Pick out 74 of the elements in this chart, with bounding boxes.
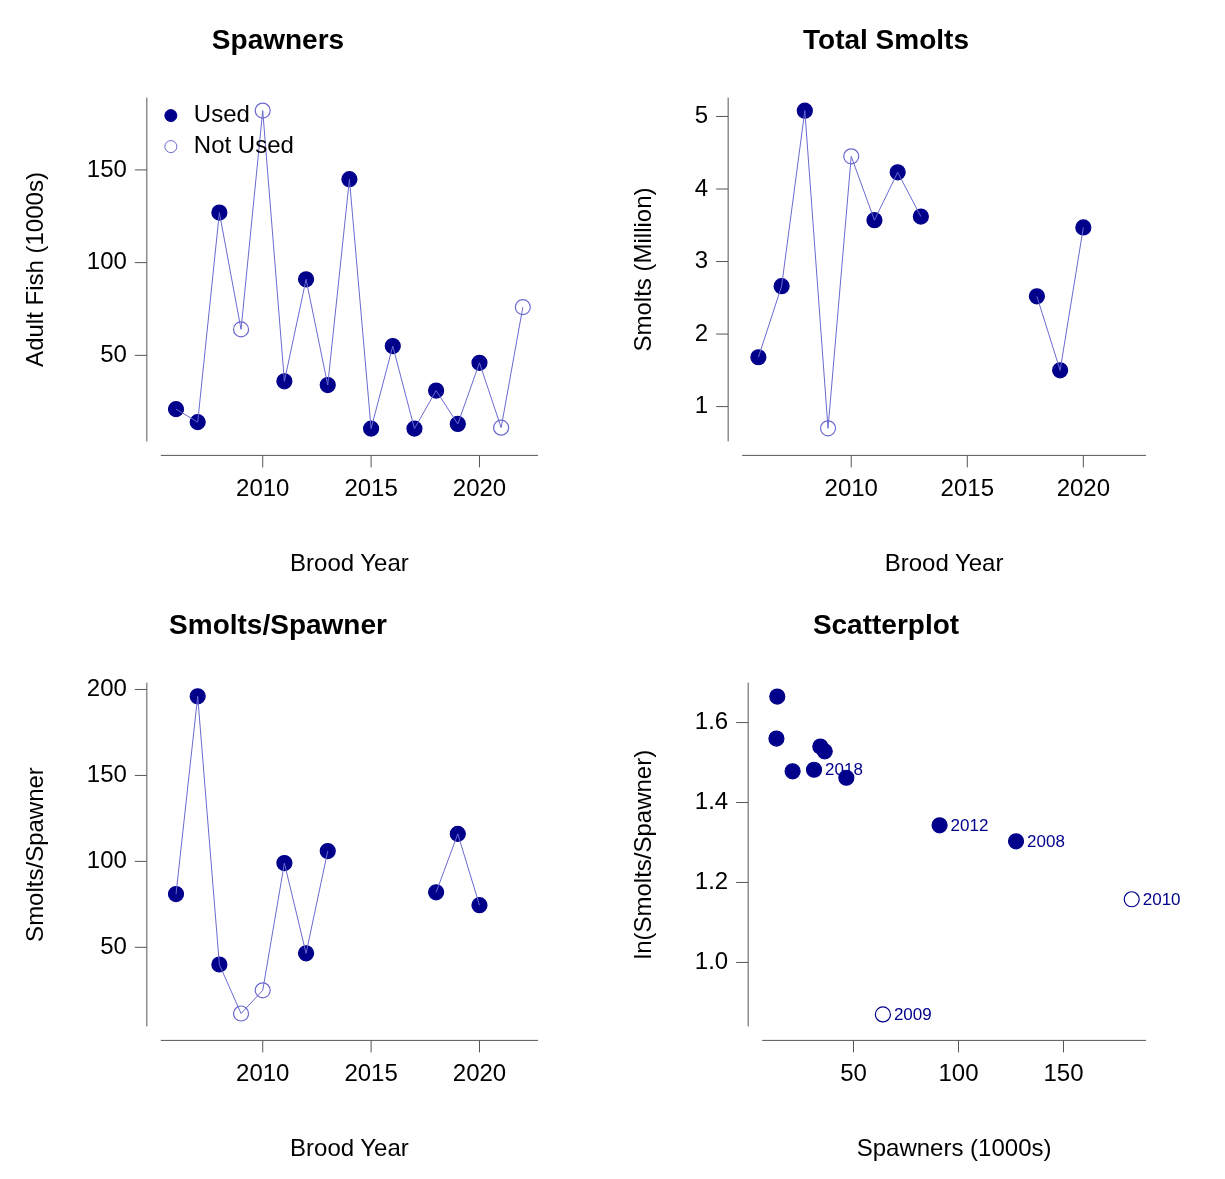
point [874, 1006, 891, 1023]
point [211, 204, 228, 221]
x-tick-label: 2015 [344, 1059, 398, 1087]
annotation: 2009 [893, 1005, 932, 1025]
y-tick-label: 1 [694, 391, 709, 419]
y-tick-label: 50 [100, 931, 127, 959]
point [428, 884, 445, 901]
point [1007, 833, 1025, 850]
point [819, 420, 837, 437]
annotation: 2008 [1027, 832, 1065, 851]
x-axis-title: Spawners (1000s) [856, 1134, 1052, 1162]
y-tick-label: 4 [694, 173, 709, 201]
x-tick-label: 2020 [452, 474, 507, 502]
y-tick-label: 1.4 [694, 787, 729, 815]
point [471, 897, 488, 914]
y-tick-label: 100 [86, 846, 127, 873]
y-tick-label: 1.0 [694, 947, 729, 975]
chart-title: Scatterplot [812, 608, 960, 640]
point [1123, 891, 1140, 908]
point [189, 688, 206, 705]
point [1075, 219, 1092, 236]
chart-title: Total Smolts [803, 23, 969, 55]
x-axis-title: Brood Year [290, 549, 409, 577]
point [931, 817, 948, 834]
y-tick-label: 150 [86, 760, 127, 788]
point [254, 102, 271, 119]
y-axis-title: Adult Fish (1000s) [21, 172, 49, 367]
y-axis-title: Smolts/Spawner [21, 767, 49, 942]
point [816, 743, 833, 760]
point [276, 373, 293, 390]
point [805, 761, 823, 778]
point [167, 401, 185, 418]
annotation: 2010 [1142, 889, 1181, 909]
y-tick-label: 2 [694, 318, 709, 346]
x-tick-label: 2020 [1056, 474, 1111, 502]
x-tick-label: 100 [938, 1059, 979, 1087]
legend-label: Not Used [193, 131, 294, 159]
chart-title: Spawners [211, 23, 345, 55]
point [341, 171, 358, 188]
x-axis-title: Brood Year [884, 549, 1004, 577]
y-axis-title: ln(Smolts/Spawner) [629, 749, 657, 960]
x-tick-label: 50 [840, 1059, 867, 1087]
point [319, 376, 336, 394]
point [769, 688, 786, 705]
x-tick-label: 2015 [940, 474, 994, 502]
x-tick-label: 2015 [344, 474, 398, 502]
point [750, 349, 767, 366]
legend-label: Used [193, 100, 250, 128]
y-tick-label: 5 [694, 101, 709, 129]
point [319, 842, 336, 860]
point [796, 102, 813, 119]
point [912, 208, 929, 225]
x-tick-label: 2010 [236, 474, 290, 502]
point [1028, 288, 1046, 305]
point [768, 730, 785, 747]
point [167, 885, 185, 903]
chart-title: Smolts/Spawner [169, 608, 388, 640]
y-axis-title: Smolts (Million) [629, 187, 657, 352]
y-tick-label: 1.6 [694, 707, 729, 735]
point [471, 354, 488, 371]
y-tick-label: 100 [86, 247, 127, 275]
y-tick-label: 150 [86, 154, 127, 182]
x-tick-label: 150 [1043, 1059, 1084, 1087]
annotation: 2012 [950, 816, 989, 835]
x-tick-label: 2010 [236, 1059, 290, 1087]
point [514, 299, 531, 316]
y-tick-label: 200 [86, 674, 127, 702]
y-tick-label: 50 [100, 339, 127, 367]
point [784, 763, 801, 780]
x-tick-label: 2010 [824, 474, 878, 502]
y-tick-label: 3 [694, 246, 709, 274]
x-tick-label: 2020 [452, 1059, 507, 1087]
y-tick-label: 1.2 [694, 867, 729, 895]
x-axis-title: Brood Year [290, 1134, 409, 1162]
